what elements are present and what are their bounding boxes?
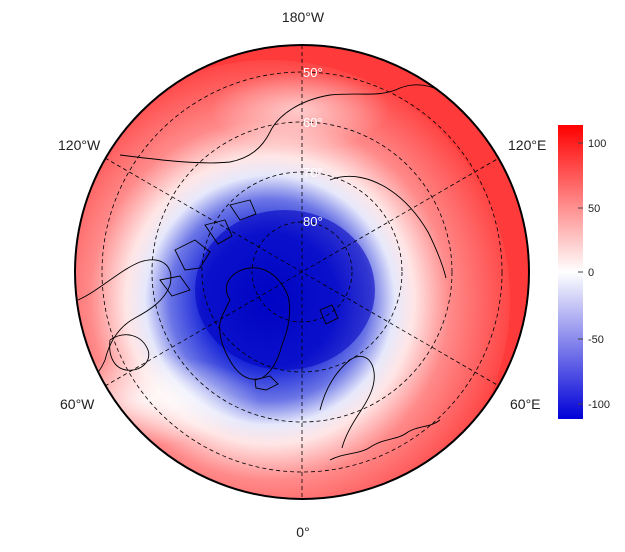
map-boundary [74,44,530,500]
svalbard [319,304,339,325]
lon-label-0: 0° [296,524,309,540]
siberian-coast [329,175,447,279]
colorbar-ticks [578,142,583,405]
lon-label-60w: 60°W [60,396,95,412]
colorbar-label-0: 0 [588,267,594,279]
colorbar-label-neg100: -100 [588,399,610,411]
lat-label-60: 60° [303,115,323,130]
meridian-120e-60w [104,157,500,387]
scandinavia-coast [319,356,375,449]
hudson-bay [109,334,150,371]
neutral-lobe-pacific [210,70,390,150]
parallel-60 [151,121,453,423]
parallel-80 [251,221,353,323]
greenland-coast [219,267,291,380]
colorbar-label-100: 100 [588,138,606,150]
parallel-50 [101,71,503,473]
lon-label-120w: 120°W [58,137,101,153]
lat-label-50: 50° [303,65,323,80]
map-disc: 50° 60° 70° 80° [75,45,529,499]
europe-coast [329,419,441,461]
alaska-siberia-coast [119,84,456,164]
north-america-coast [77,259,172,389]
colorbar-label-50: 50 [588,203,600,215]
lon-label-60e: 60°E [510,396,541,412]
coastlines [77,84,456,461]
iceland [254,375,279,391]
longitude-labels: 180°W 120°W 120°E 60°W 60°E 0° [58,9,546,540]
lon-label-180w: 180°W [282,9,325,25]
lon-label-120e: 120°E [508,137,546,153]
colorbar: 100 50 0 -50 -100 [558,125,610,419]
graticule [101,45,503,499]
colorbar-label-neg50: -50 [588,334,604,346]
lat-label-80: 80° [303,214,323,229]
canadian-archipelago [159,199,257,297]
latitude-labels: 50° 60° 70° 80° [303,65,323,229]
lat-label-70: 70° [303,165,323,180]
